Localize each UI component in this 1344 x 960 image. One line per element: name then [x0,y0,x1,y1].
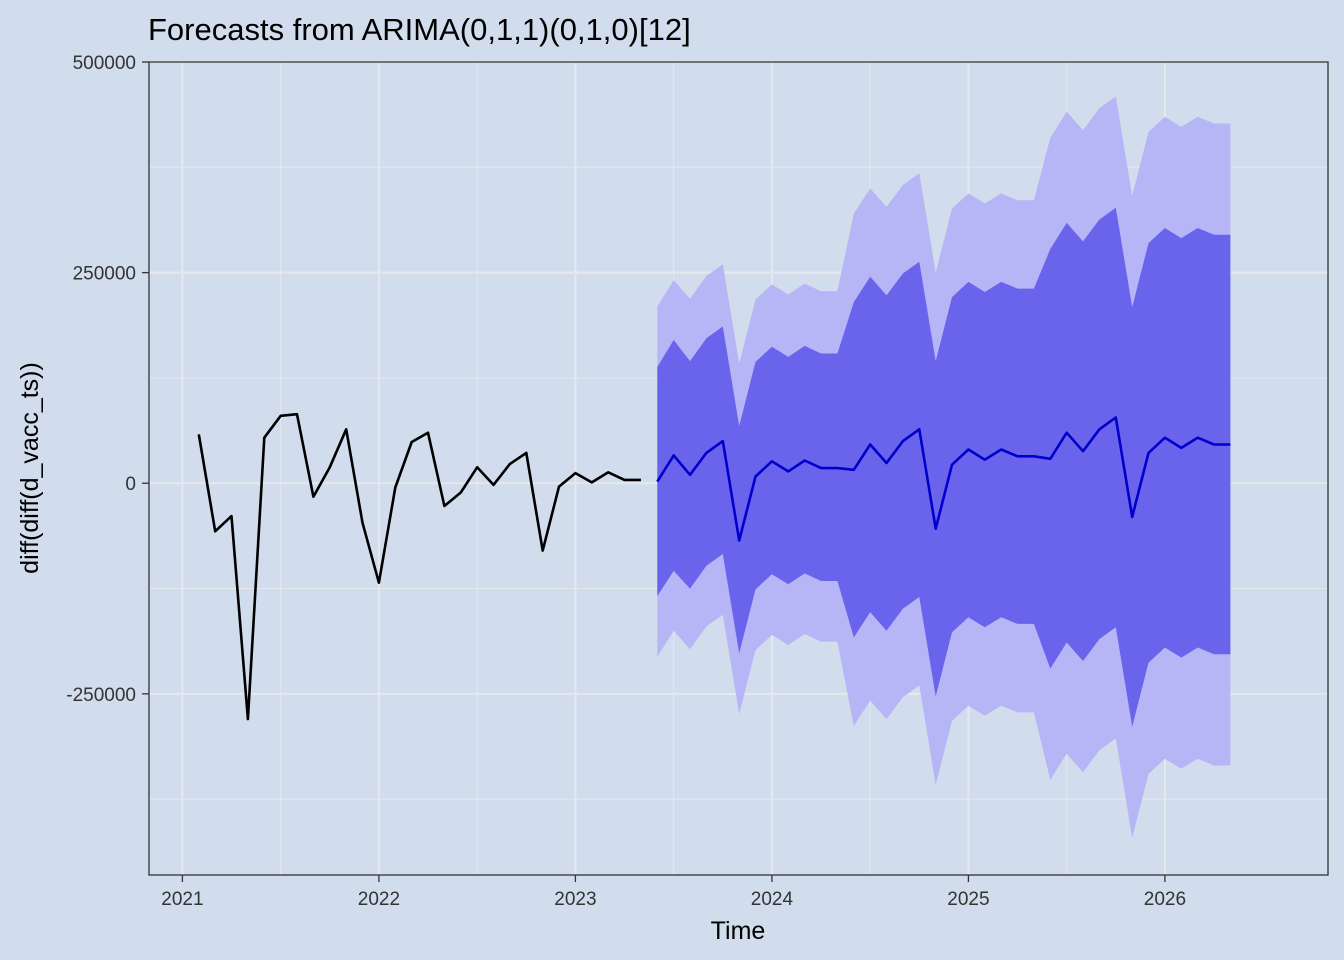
series-lines [197,412,1231,721]
y-tick-label: 0 [125,474,136,495]
y-axis-title: diff(diff(d_vacc_ts)) [16,362,44,574]
x-tick-label: 2022 [358,889,400,910]
x-tick-label: 2024 [751,889,794,910]
y-tick-label: 250000 [73,264,136,285]
prediction-intervals [657,96,1231,838]
x-tick-label: 2025 [947,889,989,910]
x-axis-ticks: 2021 2022 2023 2024 2025 2026 [161,875,1186,910]
x-tick-label: 2021 [161,889,203,910]
forecast-mean-line [656,416,1231,542]
x-tick-label: 2026 [1144,889,1186,910]
chart-title: Forecasts from ARIMA(0,1,1)(0,1,0)[12] [148,12,691,47]
y-tick-label: -250000 [66,685,136,706]
x-tick-label: 2023 [554,889,596,910]
y-axis-ticks: -250000 0 250000 500000 [66,53,149,706]
plot-frame [148,61,1329,876]
band-80 [657,207,1231,727]
x-axis-title: Time [711,917,766,945]
observed-series-line [197,412,641,721]
y-tick-label: 500000 [73,53,136,74]
panel-border [148,61,1329,876]
